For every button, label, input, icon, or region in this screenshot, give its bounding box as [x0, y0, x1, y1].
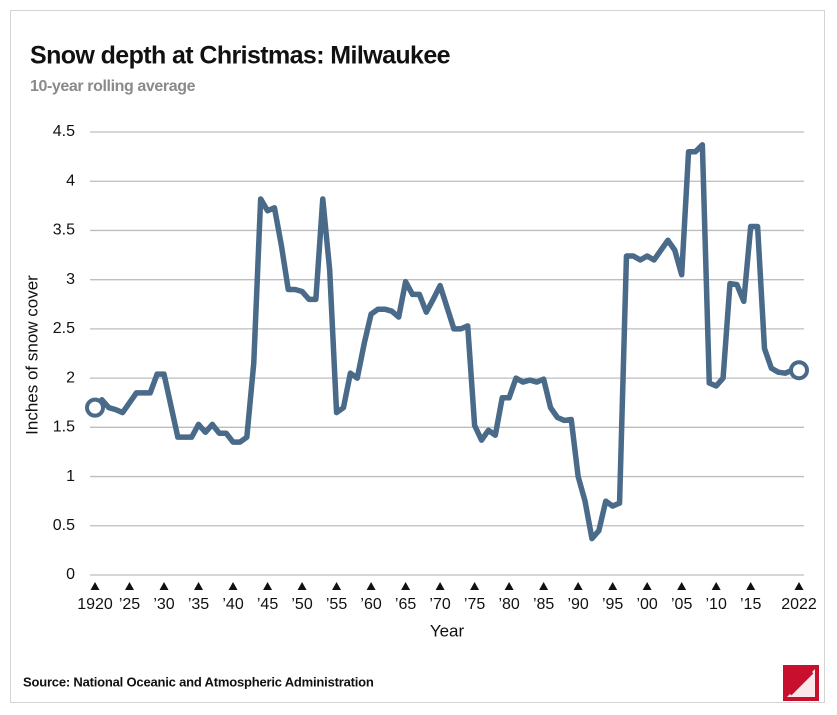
- x-tick-label: ’65: [395, 596, 416, 613]
- chart-subtitle: 10-year rolling average: [30, 78, 196, 95]
- x-tick-label: ’90: [567, 596, 588, 613]
- x-tick-label: 2022: [781, 596, 817, 613]
- x-tick-mark: [470, 582, 480, 590]
- x-tick-mark: [794, 582, 804, 590]
- y-tick-label: 0: [66, 566, 75, 583]
- x-tick-mark: [573, 582, 583, 590]
- x-tick-mark: [332, 582, 342, 590]
- source-note: Source: National Oceanic and Atmospheric…: [23, 674, 374, 689]
- x-tick-label: 1920: [77, 596, 113, 613]
- x-tick-mark: [746, 582, 756, 590]
- y-tick-label: 2.5: [53, 320, 75, 337]
- x-tick-mark: [263, 582, 273, 590]
- y-tick-label: 0.5: [53, 517, 75, 534]
- x-tick-label: ’80: [498, 596, 519, 613]
- x-tick-mark: [435, 582, 445, 590]
- x-tick-label: ’75: [464, 596, 485, 613]
- y-tick-label: 1: [66, 468, 75, 485]
- x-tick-mark: [159, 582, 169, 590]
- x-tick-mark: [608, 582, 618, 590]
- endpoint-marker: [789, 360, 809, 381]
- y-tick-label: 4.5: [53, 123, 75, 140]
- x-tick-mark: [90, 582, 100, 590]
- logo: [783, 665, 819, 701]
- x-tick-mark: [642, 582, 652, 590]
- y-tick-label: 1.5: [53, 419, 75, 436]
- x-tick-label: ’35: [188, 596, 209, 613]
- x-tick-label: ’60: [360, 596, 381, 613]
- x-tick-label: ’50: [291, 596, 312, 613]
- x-tick-mark: [125, 582, 135, 590]
- x-tick-mark: [401, 582, 411, 590]
- x-tick-mark: [711, 582, 721, 590]
- card-border: [10, 10, 825, 703]
- x-tick-label: ’45: [257, 596, 278, 613]
- x-tick-label: ’95: [602, 596, 623, 613]
- data-line: [92, 142, 802, 542]
- x-tick-mark: [228, 582, 238, 590]
- x-tick-mark: [297, 582, 307, 590]
- x-tick-label: ’00: [636, 596, 657, 613]
- chart-title: Snow depth at Christmas: Milwaukee: [30, 42, 451, 70]
- x-tick-mark: [194, 582, 204, 590]
- y-tick-label: 2: [66, 369, 75, 386]
- x-tick-label: ’30: [153, 596, 174, 613]
- x-tick-label: ’85: [533, 596, 554, 613]
- x-tick-label: ’55: [326, 596, 347, 613]
- x-tick-label: ’15: [740, 596, 761, 613]
- y-tick-label: 4: [66, 172, 75, 189]
- x-tick-label: ’70: [429, 596, 450, 613]
- y-tick-label: 3: [66, 271, 75, 288]
- x-tick-mark: [677, 582, 687, 590]
- x-tick-mark: [504, 582, 514, 590]
- x-tick-mark: [539, 582, 549, 590]
- x-axis-title: Year: [430, 621, 465, 640]
- endpoint-marker: [85, 397, 105, 418]
- x-tick-label: ’10: [705, 596, 726, 613]
- x-tick-mark: [366, 582, 376, 590]
- y-tick-label: 3.5: [53, 222, 75, 239]
- x-tick-label: ’40: [222, 596, 243, 613]
- y-axis-title: Inches of snow cover: [22, 275, 41, 435]
- x-tick-label: ’05: [671, 596, 692, 613]
- x-tick-label: ’25: [119, 596, 140, 613]
